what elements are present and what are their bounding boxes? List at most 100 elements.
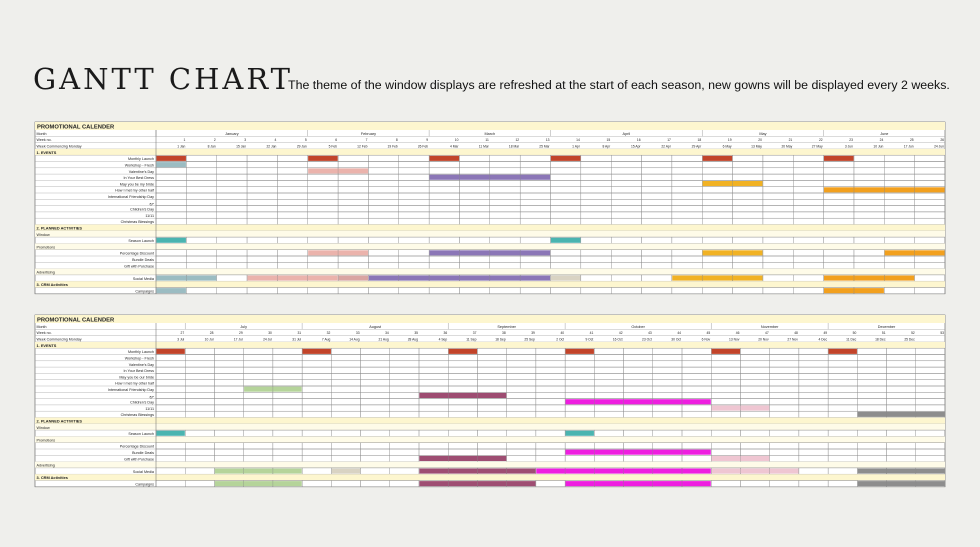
week-number: 16 — [637, 138, 641, 142]
week-date: 3 Jun — [845, 145, 853, 149]
week-number: 37 — [473, 331, 477, 335]
month-label: September — [497, 325, 516, 329]
task-label: 11/11 — [145, 407, 154, 411]
week-number: 41 — [590, 331, 594, 335]
week-number: 43 — [648, 331, 652, 335]
week-date: 12 Feb — [357, 145, 367, 149]
gantt-bar — [565, 430, 594, 436]
week-date: 4 Mar — [450, 145, 459, 149]
task-label: Bundle Deals — [132, 258, 154, 262]
gantt-bar — [565, 399, 711, 405]
gantt-bar — [857, 468, 945, 474]
week-date: 2 Oct — [556, 338, 564, 342]
subsection-band — [35, 461, 945, 468]
gantt-bar — [857, 411, 945, 417]
week-date: 6 May — [723, 145, 732, 149]
task-label: International Friendship Day — [108, 195, 154, 199]
subsection-band — [35, 268, 945, 275]
header-row-label: Month — [37, 132, 47, 136]
week-date: 25 Dec — [904, 338, 915, 342]
week-number: 12 — [515, 138, 519, 142]
week-date: 26 Feb — [418, 145, 428, 149]
week-date: 10 Jun — [873, 145, 883, 149]
task-label: Social Media — [133, 277, 155, 281]
week-number: 40 — [560, 331, 564, 335]
week-number: 1 — [184, 138, 186, 142]
gantt-bar — [156, 430, 185, 436]
task-label: Children's Day — [130, 208, 154, 212]
week-date: 17 Jul — [234, 338, 243, 342]
calendar-title: PROMOTIONAL CALENDER — [37, 317, 115, 323]
gantt-bar — [247, 275, 338, 281]
week-date: 14 Aug — [349, 338, 359, 342]
week-number: 38 — [502, 331, 506, 335]
task-label: حج — [149, 394, 154, 398]
task-label: Campaigns — [135, 483, 154, 487]
task-label: حج — [149, 201, 154, 205]
task-label: How I met my other half — [115, 189, 155, 193]
week-date: 15 Jan — [236, 145, 246, 149]
week-date: 15 Apr — [631, 145, 641, 149]
week-number: 24 — [880, 138, 884, 142]
gantt-bar — [156, 237, 186, 243]
week-number: 21 — [789, 138, 793, 142]
week-number: 7 — [366, 138, 368, 142]
week-date: 7 Aug — [322, 338, 331, 342]
section-band — [35, 148, 945, 156]
week-number: 13 — [546, 138, 550, 142]
week-date: 11 Dec — [846, 338, 857, 342]
week-number: 45 — [707, 331, 711, 335]
section-band — [35, 281, 945, 288]
task-label: May you be our bride — [119, 375, 154, 379]
week-date: 6 Nov — [702, 338, 711, 342]
week-number: 47 — [765, 331, 769, 335]
header-row-label: Month — [37, 325, 47, 329]
page-title: GANTT CHART — [33, 62, 294, 96]
week-date: 8 Apr — [602, 145, 611, 149]
week-number: 14 — [576, 138, 580, 142]
week-number: 34 — [385, 331, 389, 335]
gantt-bar — [565, 348, 594, 354]
gantt-bar — [302, 348, 331, 354]
subsection-label: Window — [37, 233, 50, 237]
task-label: Season Launch — [128, 239, 154, 243]
subsection-label: Advertising — [37, 271, 55, 275]
task-label: International Friendship Day — [108, 388, 154, 392]
task-label: Monthly Launch — [128, 350, 154, 354]
week-date: 19 Feb — [388, 145, 398, 149]
week-date: 30 Oct — [671, 338, 681, 342]
week-date: 18 Sep — [495, 338, 506, 342]
week-date: 29 Apr — [692, 145, 702, 149]
week-number: 25 — [910, 138, 914, 142]
week-number: 32 — [327, 331, 331, 335]
gantt-bar — [429, 155, 460, 161]
section-band — [35, 341, 945, 349]
calendar-table — [34, 121, 946, 295]
week-date: 31 Jul — [292, 338, 301, 342]
week-number: 26 — [940, 138, 944, 142]
week-number: 11 — [485, 138, 489, 142]
subsection-label: Promotions — [37, 245, 56, 249]
subsection-band — [35, 423, 945, 431]
task-label: 11/11 — [145, 214, 154, 218]
week-date: 20 Nov — [758, 338, 769, 342]
week-number: 6 — [335, 138, 337, 142]
task-label: Children's Day — [130, 401, 154, 405]
section-band — [35, 417, 945, 424]
week-date: 8 Jan — [208, 145, 216, 149]
week-date: 21 Aug — [378, 338, 388, 342]
gantt-bar — [308, 155, 338, 161]
header-row-label: Week Commencing Monday — [37, 145, 82, 149]
task-label: Valentine's Day — [129, 363, 154, 367]
week-date: 29 Jan — [297, 145, 307, 149]
gantt-bar — [331, 468, 361, 474]
gantt-bar — [214, 481, 302, 487]
week-date: 11 Mar — [479, 145, 490, 149]
task-label: Social Media — [133, 470, 155, 474]
month-label: November — [761, 325, 779, 329]
task-label: May you be my bride — [120, 182, 154, 186]
month-label: June — [880, 132, 888, 136]
gantt-bar — [550, 275, 581, 281]
task-label: Campaigns — [135, 290, 154, 294]
week-date: 3 Jul — [177, 338, 184, 342]
